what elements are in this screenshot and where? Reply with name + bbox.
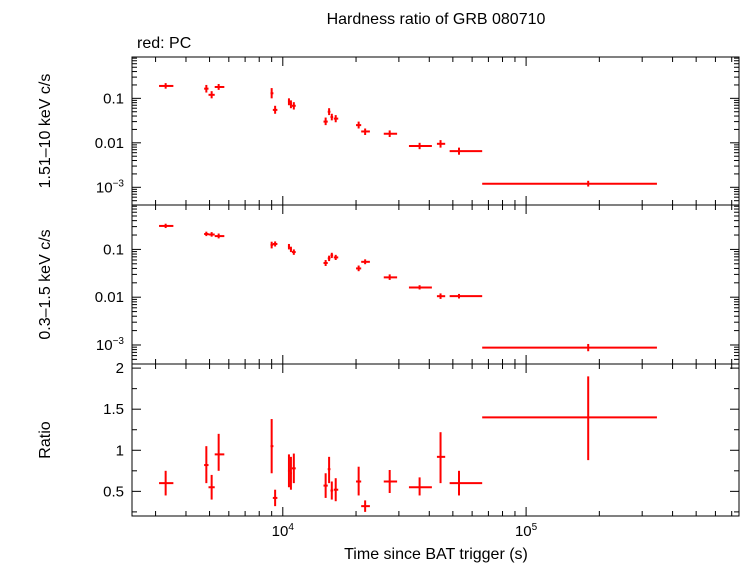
y-tick-label: 0.01 — [95, 289, 124, 306]
soft-band-axes: 0.1 0.01 10−3 — [95, 205, 739, 365]
data-point — [289, 246, 292, 253]
data-point — [436, 293, 446, 299]
data-point — [333, 254, 339, 261]
data-point — [449, 470, 483, 496]
ratio-y-axis-label: Ratio — [37, 421, 54, 458]
data-point — [482, 343, 657, 352]
y-tick-label: 0.01 — [95, 135, 124, 152]
y-tick-label: 0.5 — [103, 483, 124, 500]
data-point — [270, 88, 274, 99]
panel-hard-band: 0.1 0.01 10−3 1.51–10 keV c/s — [37, 56, 740, 206]
y-tick-label: 10−3 — [96, 336, 125, 354]
data-point — [214, 433, 225, 471]
data-point — [287, 98, 290, 106]
data-point — [214, 84, 225, 90]
x-tick-label: 105 — [515, 522, 538, 540]
y-tick-label: 1 — [116, 442, 124, 459]
data-point — [159, 470, 174, 496]
data-point — [383, 130, 398, 138]
ratio-data-points — [159, 376, 657, 512]
data-point — [330, 252, 334, 259]
data-point — [214, 233, 225, 239]
data-point — [159, 223, 174, 229]
data-point — [289, 456, 292, 490]
soft-band-y-axis-label: 0.3–1.5 keV c/s — [37, 229, 54, 339]
data-point — [330, 481, 334, 500]
ratio-plot-frame — [131, 363, 740, 517]
y-tick-label: 1.5 — [103, 401, 124, 418]
panel-ratio: 0.5 1 1.5 2 104 105 Ratio — [37, 360, 740, 540]
data-point — [208, 474, 215, 500]
data-point — [361, 128, 370, 135]
data-point — [287, 243, 290, 250]
data-point — [287, 454, 290, 488]
data-point — [361, 500, 370, 512]
soft-band-data-points — [159, 223, 657, 352]
hard-band-data-points — [159, 83, 657, 187]
data-point — [289, 100, 292, 109]
data-point — [159, 83, 174, 89]
data-point — [327, 108, 331, 116]
data-point — [272, 105, 278, 114]
y-tick-label: 0.1 — [103, 241, 124, 258]
y-tick-label: 2 — [116, 360, 124, 377]
data-point — [408, 142, 432, 150]
panel-soft-band: 0.1 0.01 10−3 0.3–1.5 keV c/s — [37, 204, 740, 365]
hard-band-y-axis-label: 1.51–10 keV c/s — [37, 74, 54, 189]
data-point — [449, 293, 483, 299]
data-point — [482, 180, 657, 187]
data-point — [291, 249, 296, 255]
data-point — [291, 102, 296, 110]
hard-band-axes: 0.1 0.01 10−3 — [95, 57, 739, 206]
data-point — [291, 453, 296, 484]
data-point — [323, 260, 328, 266]
data-point — [482, 376, 657, 461]
y-tick-label: 0.1 — [103, 90, 124, 107]
data-point — [408, 477, 432, 496]
ratio-axes: 0.5 1 1.5 2 104 105 — [103, 360, 739, 540]
x-axis-label: Time since BAT trigger (s) — [344, 546, 528, 563]
data-point — [436, 140, 446, 148]
data-point — [204, 231, 209, 237]
data-point — [356, 466, 362, 496]
legend-label: red: PC — [137, 35, 191, 52]
data-point — [208, 91, 215, 99]
data-point — [361, 259, 370, 265]
data-point — [383, 469, 398, 493]
data-point — [327, 255, 331, 262]
data-point — [272, 489, 278, 507]
data-point — [323, 117, 328, 126]
x-tick-label: 104 — [272, 522, 295, 540]
data-point — [333, 478, 339, 502]
data-point — [356, 121, 362, 129]
data-point — [270, 241, 274, 249]
chart-title: Hardness ratio of GRB 080710 — [327, 11, 546, 28]
data-point — [449, 147, 483, 155]
data-point — [270, 419, 274, 474]
data-point — [327, 456, 331, 484]
data-point — [204, 446, 209, 484]
data-point — [208, 232, 215, 237]
data-point — [383, 274, 398, 280]
data-point — [323, 473, 328, 498]
data-point — [330, 113, 334, 121]
y-tick-label: 10−3 — [96, 178, 125, 196]
data-point — [272, 241, 278, 247]
data-point — [408, 285, 432, 290]
data-point — [204, 84, 209, 93]
soft-band-plot-frame — [131, 204, 740, 365]
data-point — [333, 115, 339, 123]
data-point — [356, 265, 362, 272]
data-point — [436, 432, 446, 484]
